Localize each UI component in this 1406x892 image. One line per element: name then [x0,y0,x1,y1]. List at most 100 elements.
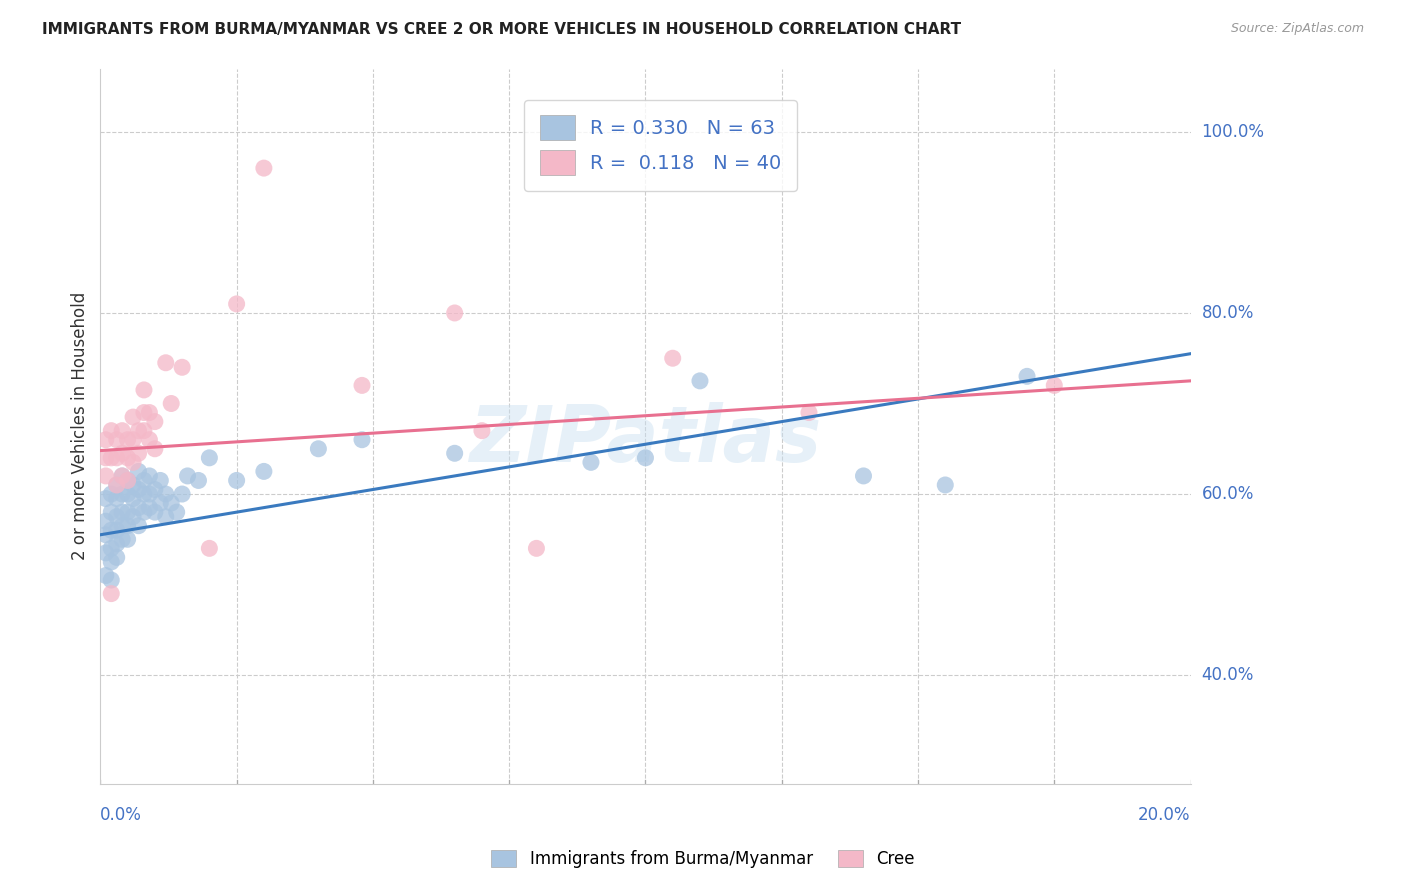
Point [471,424,494,438]
Point [111,446,134,460]
Point [111,518,134,533]
Point [105,433,128,447]
Text: 100.0%: 100.0% [1202,123,1264,141]
Point [934,478,956,492]
Point [94,433,117,447]
Point [132,383,155,397]
Point [117,487,139,501]
Point [1015,369,1038,384]
Point [105,509,128,524]
Point [105,478,128,492]
Text: 40.0%: 40.0% [1202,666,1254,684]
Point [253,161,276,175]
Point [160,496,183,510]
Point [176,469,198,483]
Point [443,306,465,320]
Point [100,450,122,465]
Point [117,505,139,519]
Point [128,500,150,515]
Point [138,433,160,447]
Point [225,297,247,311]
Point [689,374,711,388]
Point [105,478,128,492]
Point [307,442,329,456]
Point [225,474,247,488]
Point [128,483,150,497]
Point [132,424,155,438]
Point [526,541,548,556]
Point [128,424,150,438]
Point [149,496,172,510]
Point [132,487,155,501]
Point [155,487,177,501]
Point [122,433,145,447]
Point [117,518,139,533]
Y-axis label: 2 or more Vehicles in Household: 2 or more Vehicles in Household [72,292,89,560]
Point [94,491,117,506]
Point [111,505,134,519]
Point [94,450,117,465]
Text: 0.0%: 0.0% [100,806,142,824]
Point [634,450,657,465]
Point [138,487,160,501]
Point [94,469,117,483]
Point [94,568,117,582]
Point [852,469,875,483]
Point [117,533,139,547]
Point [1043,378,1066,392]
Point [661,351,683,366]
Point [94,528,117,542]
Point [350,433,373,447]
Point [138,500,160,515]
Point [122,455,145,469]
Point [579,455,602,469]
Point [111,533,134,547]
Point [122,491,145,506]
Point [143,505,166,519]
Point [138,469,160,483]
Point [100,555,122,569]
Point [128,464,150,478]
Point [143,442,166,456]
Point [100,541,122,556]
Point [155,509,177,524]
Point [111,424,134,438]
Point [100,573,122,587]
Point [132,474,155,488]
Point [100,487,122,501]
Point [198,450,221,465]
Point [132,505,155,519]
Point [111,469,134,483]
Point [94,514,117,528]
Point [187,474,209,488]
Point [94,546,117,560]
Point [100,586,122,600]
Point [100,424,122,438]
Point [350,378,373,392]
Point [149,474,172,488]
Point [117,450,139,465]
Point [111,469,134,483]
Point [105,550,128,565]
Text: ZIPatlas: ZIPatlas [470,402,821,478]
Point [122,410,145,425]
Point [122,478,145,492]
Text: Source: ZipAtlas.com: Source: ZipAtlas.com [1230,22,1364,36]
Point [105,537,128,551]
Legend: R = 0.330   N = 63, R =  0.118   N = 40: R = 0.330 N = 63, R = 0.118 N = 40 [524,100,797,191]
Point [160,396,183,410]
Point [105,491,128,506]
Text: 20.0%: 20.0% [1137,806,1191,824]
Point [172,360,194,375]
Point [117,474,139,488]
Point [138,406,160,420]
Text: 80.0%: 80.0% [1202,304,1254,322]
Point [105,450,128,465]
Point [128,446,150,460]
Point [128,518,150,533]
Point [797,406,820,420]
Point [132,406,155,420]
Point [253,464,276,478]
Point [105,523,128,537]
Point [166,505,188,519]
